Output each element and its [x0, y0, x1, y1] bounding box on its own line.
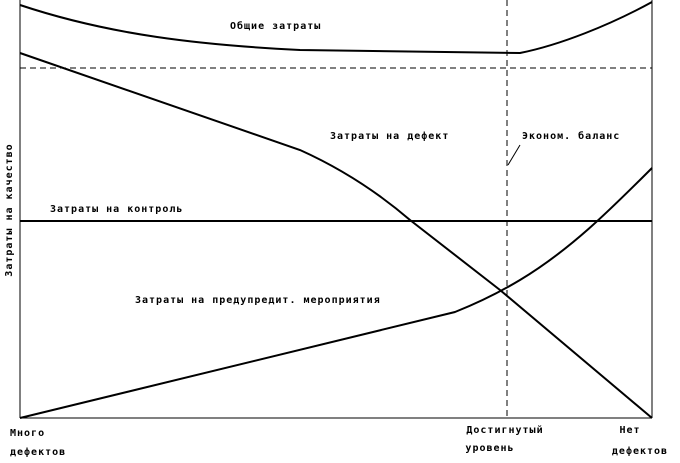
curve-label: Общие затраты	[230, 20, 321, 32]
x-label: Нет	[619, 425, 640, 436]
curve-label: Эконом. баланс	[522, 130, 620, 142]
prevention-cost-curve	[19, 167, 653, 419]
total-cost-curve	[19, 1, 653, 55]
curve-label: Затраты на предупредит. мероприятия	[135, 295, 381, 306]
x-label: дефектов	[10, 446, 66, 458]
curve-label: Затраты на контроль	[50, 204, 183, 215]
y-axis-label: Затраты на качество	[4, 143, 15, 276]
defect-cost-curve	[19, 52, 653, 419]
x-label: Много	[10, 428, 45, 439]
x-label: Достигнутый	[466, 424, 543, 436]
x-label: уровень	[465, 443, 514, 454]
curve-label: Затраты на дефект	[330, 130, 449, 142]
x-label: дефектов	[612, 445, 668, 457]
leader-line	[507, 144, 521, 166]
